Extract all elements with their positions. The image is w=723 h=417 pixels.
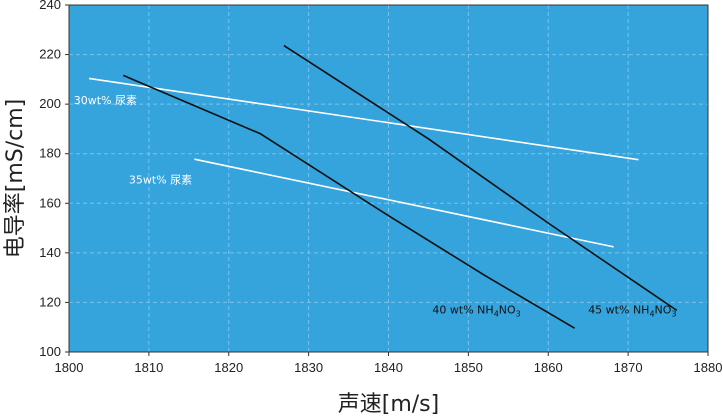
x-tick-label: 1810 [134, 360, 163, 375]
series-layer [88, 44, 678, 329]
y-tick-label: 180 [39, 146, 61, 161]
y-tick-label: 100 [39, 344, 61, 359]
y-tick-label: 220 [39, 47, 61, 62]
y-tick-label: 200 [39, 96, 61, 111]
series-line-1 [88, 77, 639, 161]
y-tick-label: 140 [39, 245, 61, 260]
series-line-4 [283, 44, 678, 312]
x-tick-label: 1830 [294, 360, 323, 375]
annotation-2: 35wt% 尿素 [129, 173, 192, 186]
x-tick-label: 1800 [55, 360, 84, 375]
x-tick-label: 1820 [214, 360, 243, 375]
x-axis: 1800 1810 1820 1830 1840 1850 1860 1870 1880 [55, 352, 723, 375]
y-tick-label: 120 [39, 294, 61, 309]
series-line-2 [194, 158, 614, 248]
annotation-3: 40 wt% NH4NO3 [432, 304, 520, 319]
x-axis-title: 声速[m/s] [338, 392, 439, 417]
x-tick-label: 1860 [534, 360, 563, 375]
y-tick-label: 160 [39, 195, 61, 210]
x-tick-label: 1880 [694, 360, 723, 375]
x-tick-label: 1850 [454, 360, 483, 375]
annotations: 30wt% 尿素 35wt% 尿素 40 wt% NH4NO3 45 wt% NH4N… [74, 94, 677, 318]
y-axis-title: 电导率[mS/cm] [3, 99, 28, 259]
x-tick-label: 1870 [614, 360, 643, 375]
y-axis: 100 120 140 160 180 200 220 240 [39, 0, 69, 359]
annotation-1: 30wt% 尿素 [74, 94, 137, 107]
series-line-3 [122, 74, 576, 329]
annotation-4: 45 wt% NH4NO3 [588, 304, 676, 319]
y-tick-label: 240 [39, 0, 61, 12]
x-tick-label: 1840 [374, 360, 403, 375]
